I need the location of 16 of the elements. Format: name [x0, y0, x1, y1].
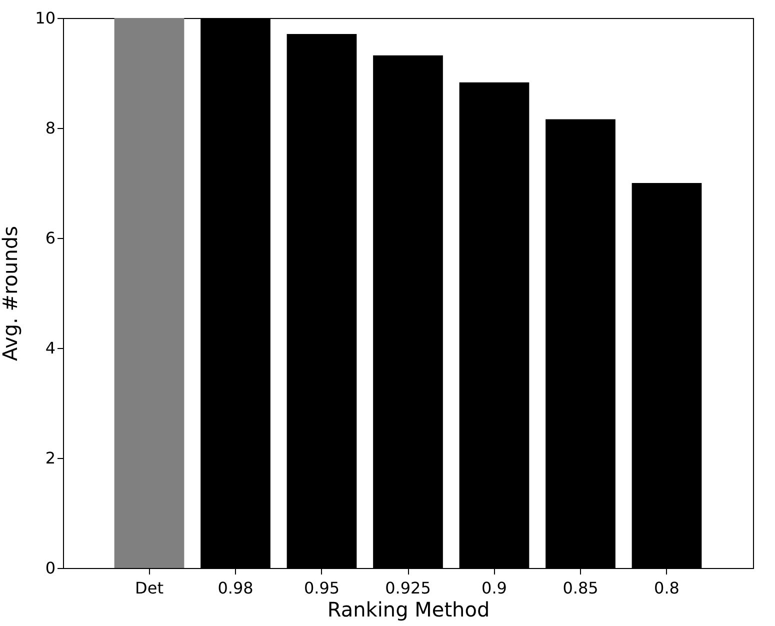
y-axis-title: Avg. #rounds: [0, 226, 22, 361]
y-tick-label: 6: [45, 228, 56, 248]
x-tick-label: 0.98: [218, 578, 254, 598]
bar: [114, 18, 184, 568]
y-tick-label: 10: [35, 8, 56, 28]
y-tick-label: 0: [45, 558, 56, 578]
y-tick-label: 2: [45, 448, 56, 468]
x-tick-label: 0.925: [385, 578, 431, 598]
x-tick-label: 0.95: [304, 578, 340, 598]
y-tick-label: 8: [45, 118, 56, 138]
x-tick-label: 0.85: [562, 578, 598, 598]
x-tick-label: 0.9: [482, 578, 507, 598]
x-axis-title: Ranking Method: [327, 598, 490, 622]
x-tick-label: Det: [135, 578, 164, 598]
x-tick-label: 0.8: [654, 578, 680, 598]
y-tick-label: 4: [45, 338, 56, 358]
